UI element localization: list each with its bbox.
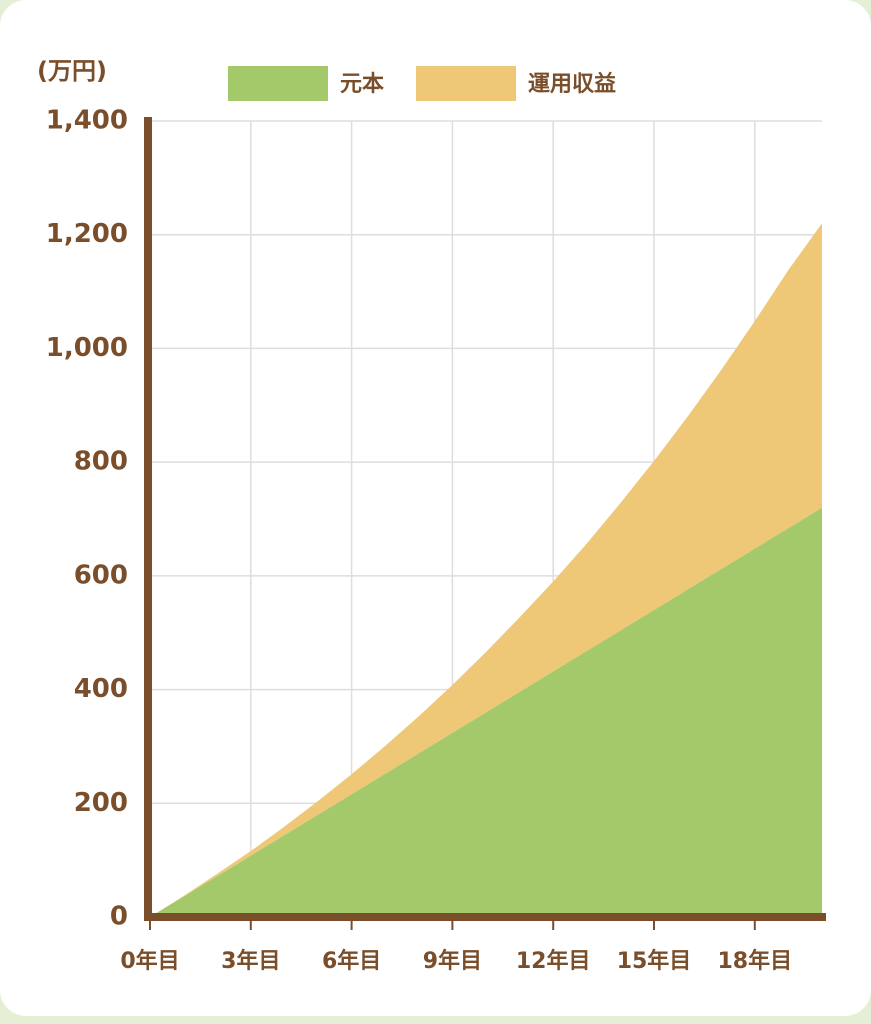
legend-swatch xyxy=(416,66,516,101)
legend-swatch xyxy=(228,66,328,101)
x-tick-label: 9年目 xyxy=(423,948,482,974)
y-tick-label: 1,200 xyxy=(46,219,128,249)
x-tick-label: 3年目 xyxy=(221,948,280,974)
legend-label: 運用収益 xyxy=(528,71,616,97)
y-tick-label: 200 xyxy=(74,788,128,818)
y-tick-label: 0 xyxy=(110,902,128,932)
legend-label: 元本 xyxy=(340,72,384,97)
y-tick-label: 1,400 xyxy=(46,106,128,136)
x-tick-label: 18年目 xyxy=(717,948,792,974)
x-tick-label: 15年目 xyxy=(617,948,692,974)
area xyxy=(150,223,822,918)
y-tick-label: 800 xyxy=(74,447,128,477)
y-tick-label: 600 xyxy=(74,560,128,590)
x-tick-label: 0年目 xyxy=(120,948,179,974)
y-axis-label: (万円) xyxy=(37,57,107,85)
y-tick-label: 400 xyxy=(74,674,128,704)
x-tick-label: 12年目 xyxy=(516,948,591,974)
x-tick-label: 6年目 xyxy=(322,948,381,974)
y-tick-label: 1,000 xyxy=(46,333,128,363)
